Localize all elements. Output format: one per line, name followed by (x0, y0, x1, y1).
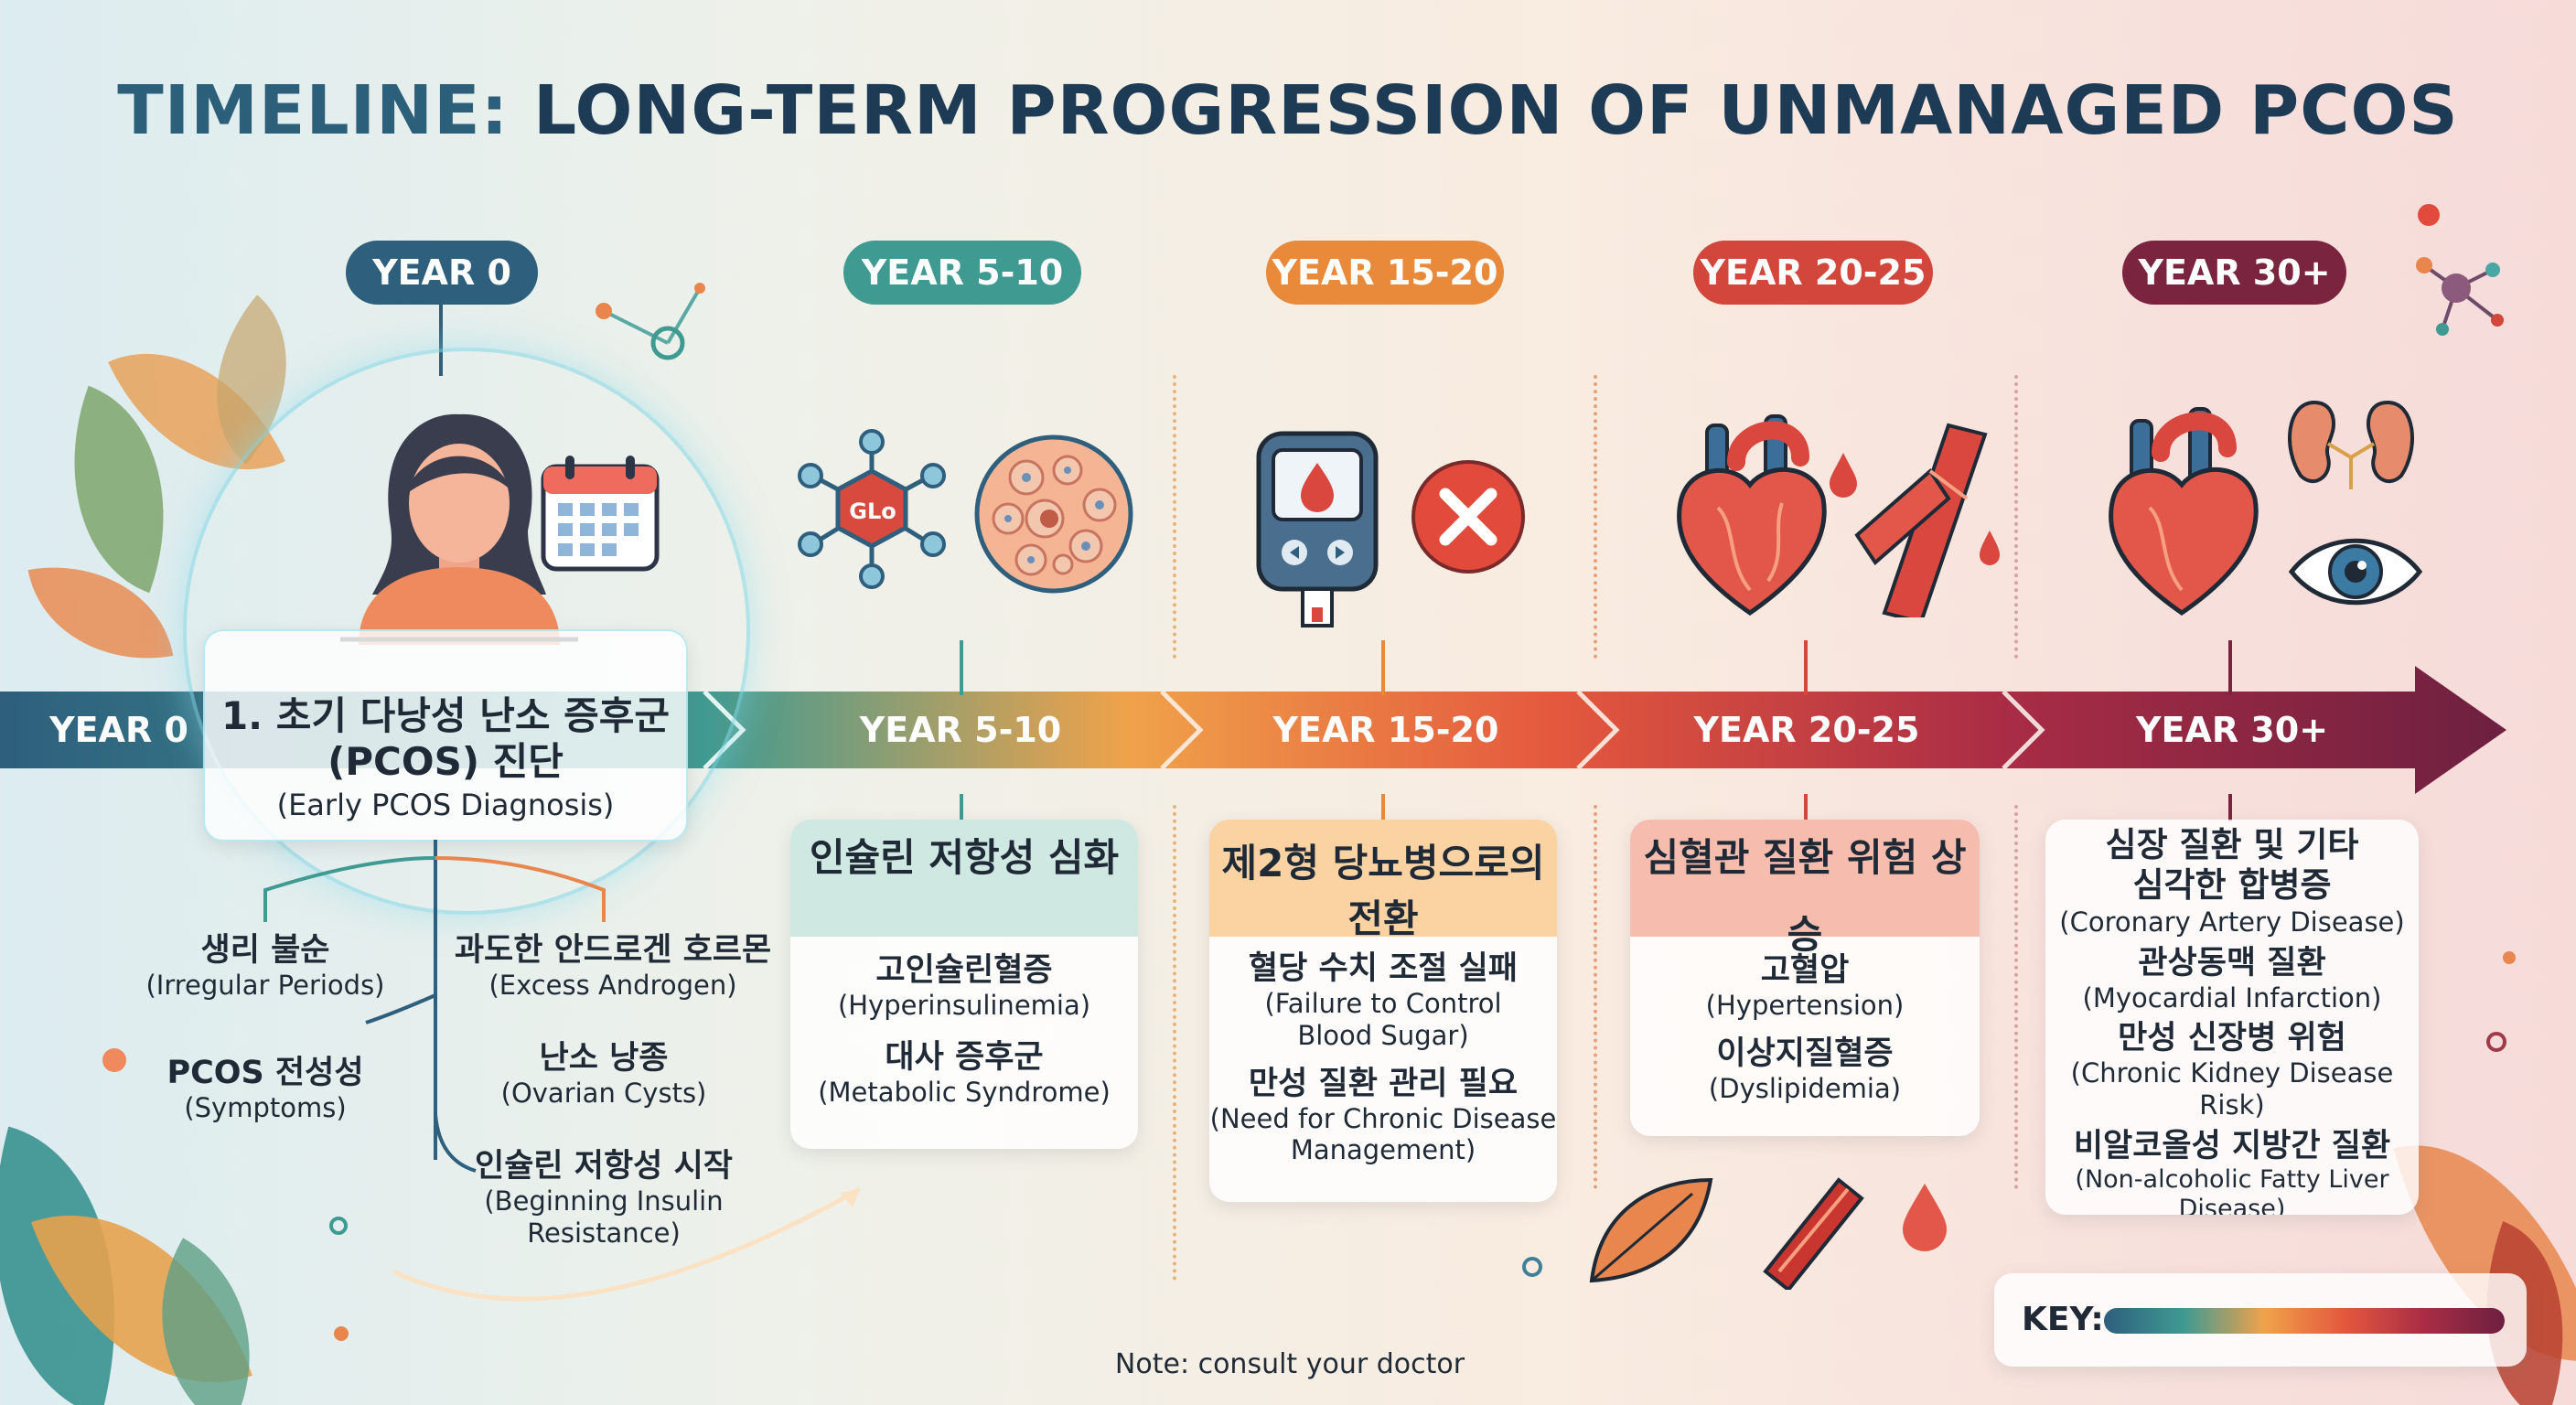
stage2-item: 만성 질환 관리 필요 (Need for Chronic Disease Ma… (1209, 1065, 1557, 1166)
molecule-icon (596, 283, 705, 360)
error-x-icon (1411, 460, 1525, 574)
dot-decoration (2486, 1032, 2506, 1052)
pill-year-5-10: YEAR 5-10 (843, 241, 1081, 305)
connector-line (1381, 794, 1385, 821)
stage4-header: 심장 질환 및 기타 심각한 합병증 (Coronary Artery Dise… (2059, 825, 2405, 938)
pill-year-15-20: YEAR 15-20 (1266, 241, 1504, 305)
glucose-meter-icon (1256, 431, 1379, 627)
artery-icon (1763, 1177, 1864, 1290)
stage0-item: 과도한 안드로겐 호르몬 (Excess Androgen) (454, 932, 772, 1001)
glucose-molecule-icon (798, 429, 946, 589)
pill-year-20-25: YEAR 20-25 (1693, 241, 1933, 305)
connector-line (2228, 794, 2232, 821)
stage3-item: 고혈압 (Hypertension) (1705, 952, 1905, 1021)
connector-line (960, 640, 963, 695)
separator (2014, 805, 2018, 1189)
stage4-card: 심장 질환 및 기타 심각한 합병증 (Coronary Artery Dise… (2045, 820, 2419, 1215)
stage0-item: PCOS 전성성 (Symptoms) (166, 1055, 364, 1123)
connector-line (439, 305, 443, 376)
stage4-item: 관상동맥 질환 (Myocardial Infarction) (2082, 944, 2382, 1014)
curved-arrow (392, 1186, 862, 1302)
fat-cells-icon (974, 434, 1133, 594)
footnote: Note: consult your doctor (1114, 1348, 1465, 1380)
separator (1173, 375, 1176, 659)
glucose-label: GLo (849, 499, 896, 524)
stage0-title-ko: 1. 초기 다낭성 난소 증후군 (220, 693, 671, 738)
heart-icon (2109, 407, 2259, 617)
stage4-item: 만성 신장병 위험 (Chronic Kidney Disease Risk) (2070, 1020, 2394, 1121)
molecule-icon (2416, 204, 2504, 336)
connector-line (960, 794, 963, 821)
stage0-title-en: (Early PCOS Diagnosis) (276, 787, 615, 822)
separator (1594, 805, 1597, 1189)
stage3-header: 심혈관 질환 위험 상승 (1630, 820, 1980, 957)
connector-line (1804, 794, 1808, 821)
connector-line (1804, 640, 1808, 695)
dot-decoration (329, 1217, 348, 1235)
leaf-icon (1589, 1177, 1713, 1283)
stage2-header: 제2형 당뇨병으로의 전환 (1209, 820, 1557, 941)
connector-line (1381, 640, 1385, 695)
connector-line (2228, 640, 2232, 695)
kidneys-icon (2288, 400, 2414, 489)
stage2-item: 혈당 수치 조절 실패 (Failure to Control Blood Su… (1248, 950, 1519, 1051)
band-label-year-20-25: YEAR 20-25 (1693, 710, 1920, 750)
stage3-card: 심혈관 질환 위험 상승 고혈압 (Hypertension) 이상지질혈증 (… (1630, 820, 1980, 1136)
page-title: TIMELINE: LONG-TERM PROGRESSION OF UNMAN… (117, 71, 2459, 150)
key-legend: KEY: (1994, 1273, 2527, 1367)
calendar-icon (541, 456, 660, 572)
band-label-year-0: YEAR 0 (49, 710, 188, 750)
stage3-item: 이상지질혈증 (Dyslipidemia) (1708, 1035, 1902, 1104)
band-label-year-30: YEAR 30+ (2135, 710, 2329, 750)
band-label-year-15-20: YEAR 15-20 (1272, 710, 1499, 750)
separator (2014, 375, 2018, 659)
eye-icon (2288, 538, 2423, 606)
stage0-item: 난소 낭종 (Ovarian Cysts) (500, 1040, 707, 1109)
pill-year-0: YEAR 0 (346, 241, 538, 305)
stage4-item: 비알코올성 지방간 질환 (Non-alcoholic Fatty Liver … (2073, 1127, 2391, 1215)
pill-year-30: YEAR 30+ (2122, 241, 2346, 305)
stage1-card: 인슐린 저항성 심화 고인슐린혈증 (Hyperinsulinemia) 대사 … (790, 820, 1138, 1149)
stage0-title-ko2: (PCOS) 진단 (327, 739, 564, 785)
blood-drop-icon (1903, 1184, 1947, 1251)
stage0-branches (263, 840, 606, 1173)
band-label-year-5-10: YEAR 5-10 (859, 710, 1062, 750)
separator (1173, 805, 1176, 1281)
dot-decoration (334, 1326, 349, 1341)
stage1-item: 대사 증후군 (Metabolic Syndrome) (818, 1038, 1111, 1108)
stage2-card: 제2형 당뇨병으로의 전환 혈당 수치 조절 실패 (Failure to Co… (1209, 820, 1557, 1202)
stage1-header: 인슐린 저항성 심화 (790, 820, 1138, 937)
blood-vessel-icon (1830, 423, 2000, 617)
stage1-item: 고인슐린혈증 (Hyperinsulinemia) (837, 952, 1091, 1021)
key-label: KEY: (2022, 1301, 2104, 1338)
stage0-card: 1. 초기 다낭성 난소 증후군 (PCOS) 진단 (Early PCOS D… (203, 629, 688, 842)
dot-decoration (1522, 1257, 1542, 1277)
dot-decoration (102, 1048, 126, 1072)
key-gradient (2104, 1308, 2505, 1334)
heart-icon (1677, 414, 1827, 617)
separator (1594, 375, 1597, 659)
woman-avatar-icon (340, 413, 578, 645)
glow-ring (183, 348, 750, 915)
stage0-item: 인슐린 저항성 시작 (Beginning Insulin Resistance… (475, 1148, 733, 1249)
dot-decoration (2503, 951, 2516, 964)
stage0-item: 생리 불순 (Irregular Periods) (145, 932, 385, 1001)
